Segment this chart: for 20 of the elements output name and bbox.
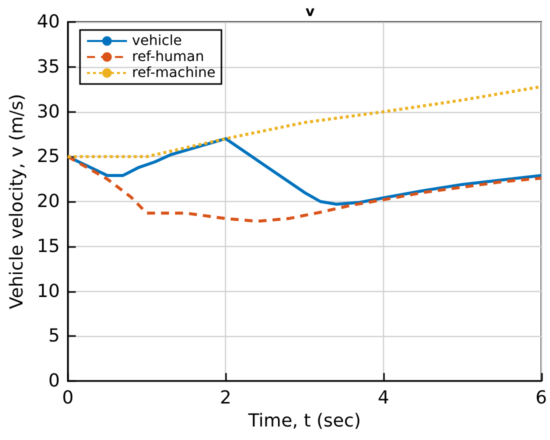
y-tick-label: 35 bbox=[36, 56, 60, 78]
y-tick-label: 40 bbox=[36, 12, 60, 32]
y-tick-label: 30 bbox=[36, 101, 60, 122]
x-tick-label: 4 bbox=[378, 388, 390, 408]
y-tick-label: 0 bbox=[48, 370, 60, 392]
x-tick-label: 0 bbox=[62, 388, 74, 408]
y-tick-label: 20 bbox=[36, 191, 60, 212]
y-tick-label: 10 bbox=[36, 280, 60, 302]
y-tick-label: 15 bbox=[36, 236, 60, 257]
y-tick-label: 25 bbox=[36, 146, 60, 168]
legend-label: vehicle bbox=[132, 33, 182, 49]
line-series bbox=[66, 155, 543, 223]
legend-label: ref-machine bbox=[132, 65, 216, 81]
y-tick-label: 5 bbox=[48, 326, 60, 347]
x-tick-label: 2 bbox=[220, 388, 232, 408]
x-axis-title: Time, t (sec) bbox=[247, 410, 361, 432]
y-axis-title: Vehicle velocity, v (m/s) bbox=[6, 94, 28, 310]
legend-label: ref-human bbox=[132, 49, 204, 65]
x-tick-label: 6 bbox=[536, 388, 547, 408]
chart-title: v bbox=[305, 4, 315, 20]
